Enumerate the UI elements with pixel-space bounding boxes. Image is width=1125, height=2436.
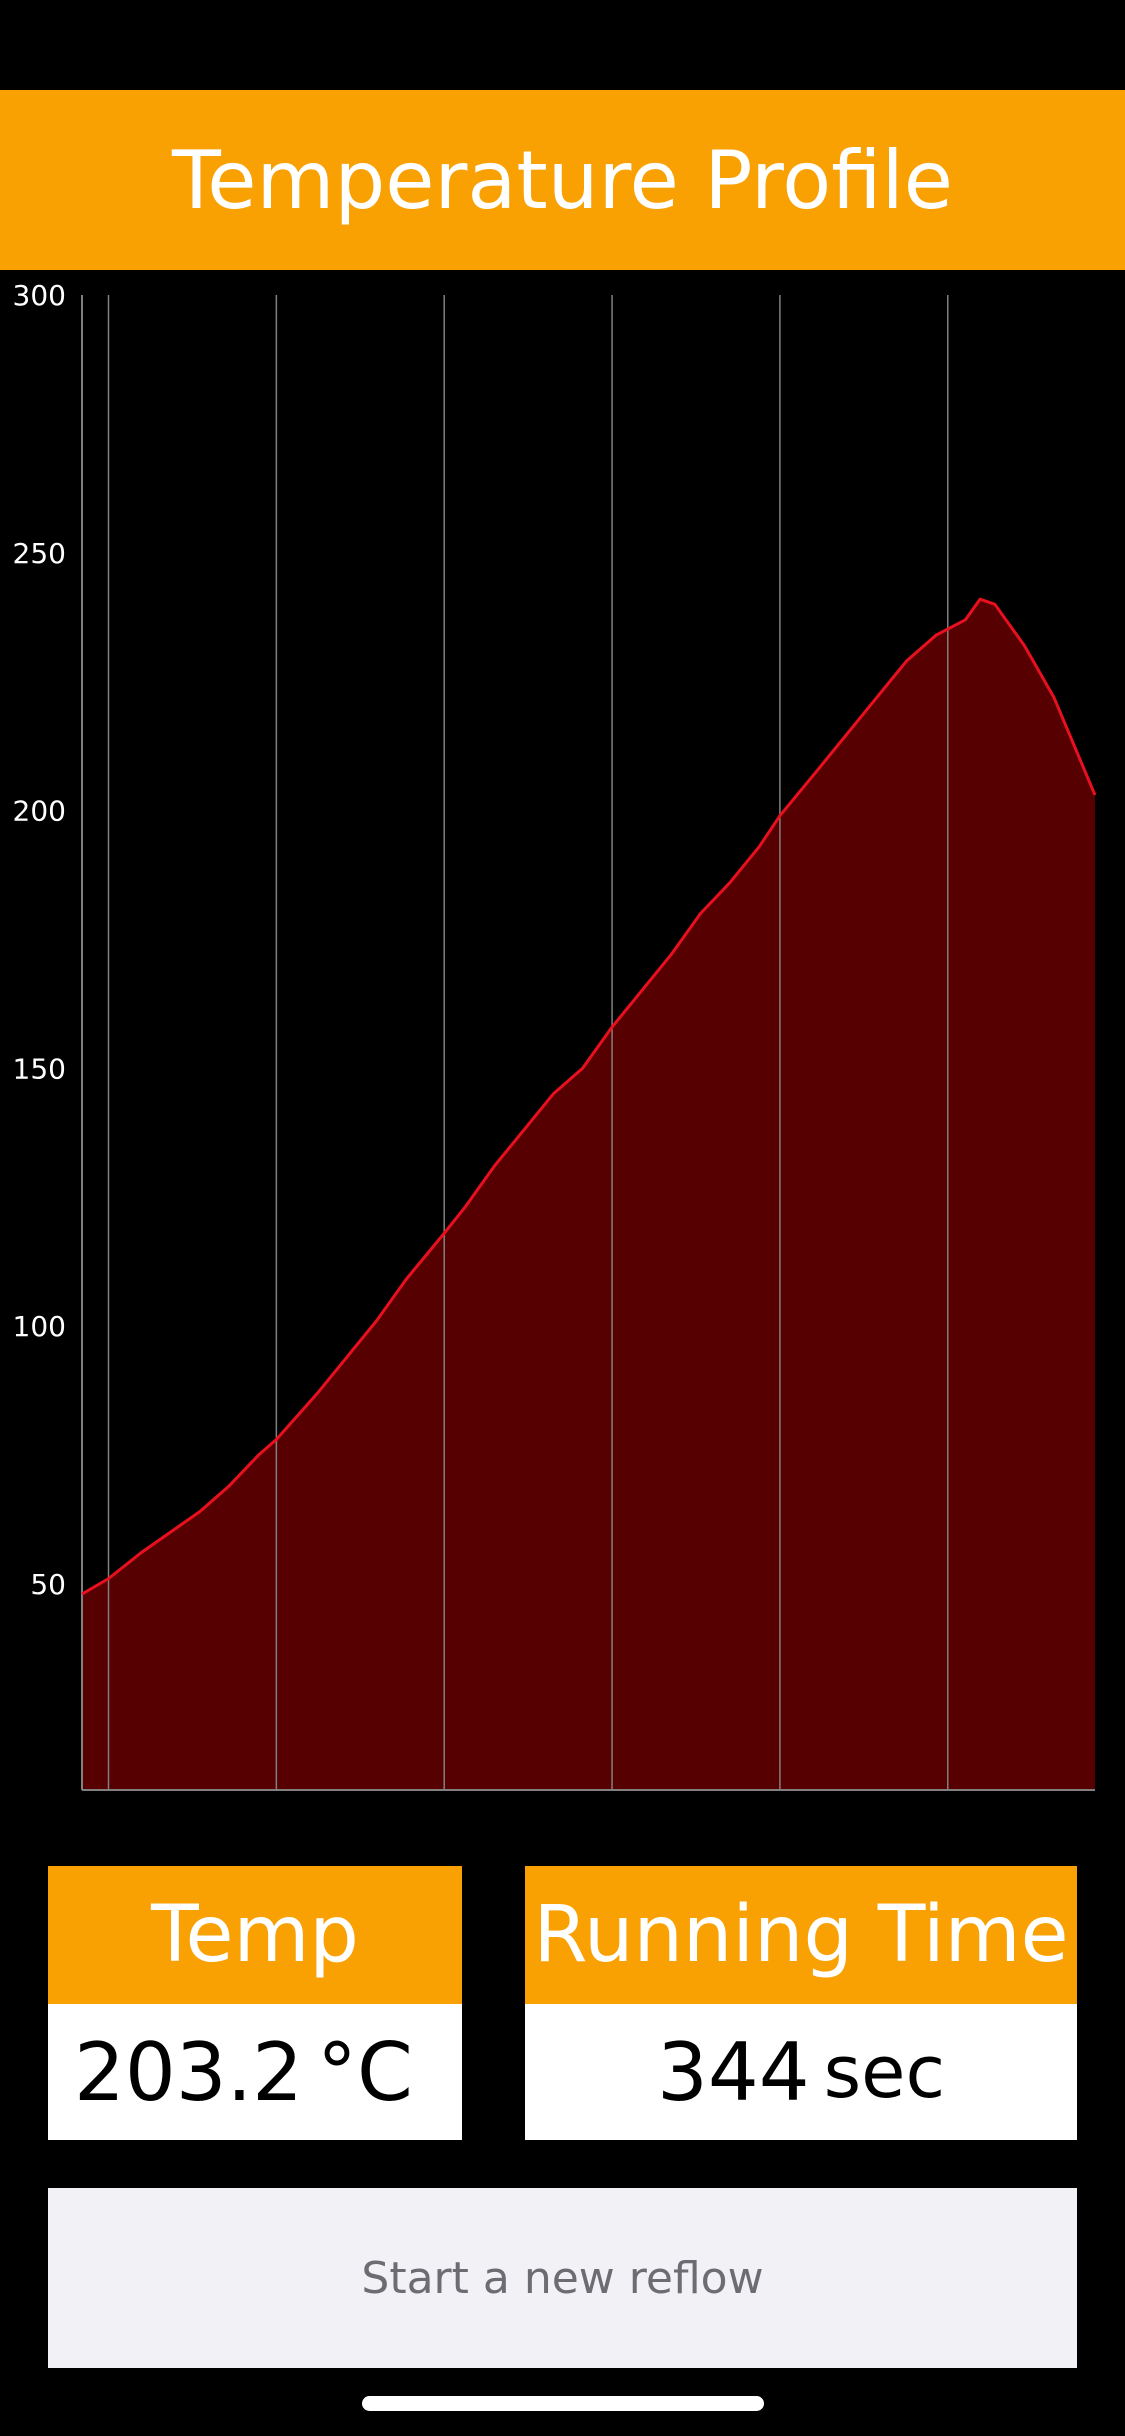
start-new-reflow-label: Start a new reflow: [361, 2252, 764, 2304]
start-new-reflow-button[interactable]: Start a new reflow: [48, 2188, 1077, 2368]
running-time-unit: sec: [823, 2030, 946, 2114]
y-tick-label-150: 150: [13, 1052, 66, 1085]
temp-card-title: Temp: [48, 1866, 462, 2004]
temp-card: Temp 203.2 °C: [48, 1866, 462, 2140]
header-bar: Temperature Profile: [0, 90, 1125, 270]
temp-value: 203.2: [74, 2025, 304, 2119]
running-time-card-value: 344 sec: [525, 2004, 1077, 2140]
temperature-chart: 300 250 200 150 100 50: [0, 270, 1125, 1810]
temp-unit: °C: [317, 2025, 413, 2119]
y-tick-label-50: 50: [30, 1568, 66, 1601]
y-tick-label-100: 100: [13, 1310, 66, 1343]
running-time-card-title: Running Time: [525, 1866, 1077, 2004]
y-tick-label-200: 200: [13, 795, 66, 828]
temp-card-value: 203.2 °C: [48, 2004, 462, 2140]
running-time-card: Running Time 344 sec: [525, 1866, 1077, 2140]
running-time-card-title-label: Running Time: [533, 1890, 1069, 1980]
running-time-value: 344: [656, 2025, 810, 2119]
temperature-chart-svg: 300 250 200 150 100 50: [13, 279, 1097, 1791]
y-tick-label-250: 250: [13, 537, 66, 570]
page-title: Temperature Profile: [172, 133, 953, 227]
temperature-area: [82, 599, 1095, 1790]
home-indicator: [362, 2396, 764, 2411]
temp-card-title-label: Temp: [151, 1890, 359, 1980]
temperature-line: [81, 597, 1097, 1596]
y-tick-label-300: 300: [13, 279, 66, 312]
